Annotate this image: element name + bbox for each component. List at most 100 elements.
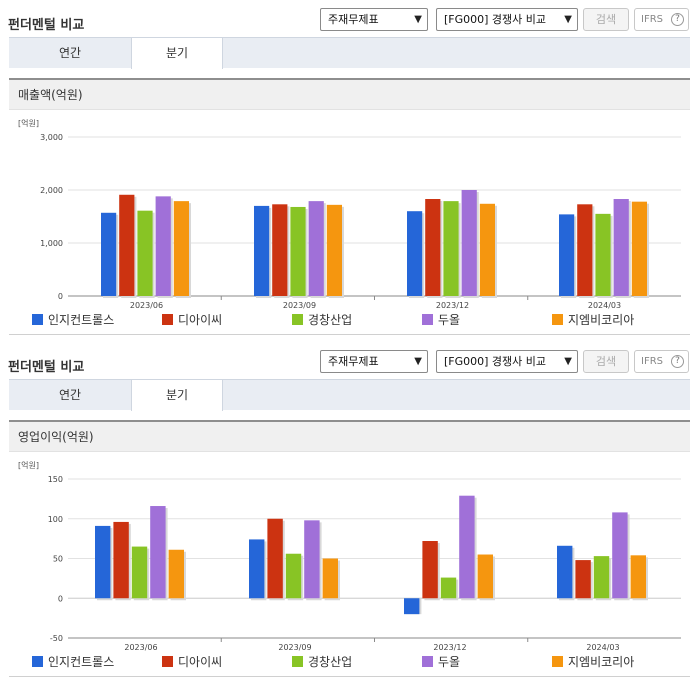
- legend-label: 인지컨트롤스: [48, 655, 115, 669]
- period-tabs: 연간 분기: [9, 37, 690, 69]
- y-tick-label: 50: [53, 555, 63, 564]
- y-tick-label: 100: [48, 515, 63, 524]
- y-tick-label: 0: [58, 292, 63, 301]
- bar[interactable]: [150, 506, 166, 599]
- bar[interactable]: [459, 495, 475, 599]
- tab-annual[interactable]: 연간: [58, 388, 82, 402]
- bar[interactable]: [113, 521, 129, 599]
- bar[interactable]: [422, 541, 438, 599]
- x-tick-label: 2023/09: [278, 643, 311, 652]
- legend-swatch: [422, 314, 433, 325]
- bar[interactable]: [575, 560, 591, 599]
- bar[interactable]: [168, 549, 184, 599]
- bar[interactable]: [577, 204, 593, 296]
- bar[interactable]: [595, 213, 611, 296]
- legend-swatch: [32, 656, 43, 667]
- bar[interactable]: [425, 199, 441, 296]
- bar[interactable]: [593, 556, 610, 599]
- y-tick-label: 3,000: [40, 133, 63, 142]
- peer-select[interactable]: [FG000] 경쟁사 비교 ▼: [436, 8, 578, 31]
- bar[interactable]: [173, 201, 189, 296]
- bar[interactable]: [461, 190, 477, 296]
- peer-select[interactable]: [FG000] 경쟁사 비교 ▼: [436, 350, 578, 373]
- chevron-down-icon: ▼: [564, 356, 572, 367]
- bar[interactable]: [443, 201, 459, 296]
- divider: [9, 334, 690, 335]
- bar[interactable]: [101, 212, 117, 296]
- ifrs-label: IFRS: [641, 356, 663, 367]
- unit-label: [억원]: [18, 461, 39, 470]
- legend-swatch: [422, 656, 433, 667]
- bar[interactable]: [119, 194, 135, 296]
- statement-select-value: 주재무제표: [328, 355, 379, 368]
- bar[interactable]: [304, 520, 320, 599]
- bar[interactable]: [254, 205, 270, 296]
- y-tick-label: 2,000: [40, 186, 63, 195]
- bar[interactable]: [559, 214, 575, 296]
- bar[interactable]: [249, 539, 265, 599]
- chevron-down-icon: ▼: [414, 356, 422, 367]
- legend-label: 지엠비코리아: [568, 655, 635, 669]
- statement-select-value: 주재무제표: [328, 13, 379, 26]
- bar[interactable]: [613, 199, 629, 296]
- tab-quarterly[interactable]: 분기: [131, 38, 223, 69]
- statement-select[interactable]: 주재무제표 ▼: [320, 8, 428, 31]
- chart-legend: 인지컨트롤스 디아이씨 경창산업 두올 지엠비코리아: [0, 653, 696, 671]
- bar[interactable]: [612, 512, 628, 599]
- unit-label: [억원]: [18, 119, 39, 128]
- x-tick-label: 2023/09: [283, 301, 316, 310]
- x-tick-label: 2024/03: [588, 301, 621, 310]
- y-tick-label: 0: [58, 594, 63, 603]
- bar[interactable]: [267, 518, 283, 599]
- bar[interactable]: [155, 196, 171, 296]
- ifrs-button[interactable]: IFRS ?: [634, 8, 689, 31]
- revenue-bar-chart: 0 1,000 2,000 3,000 2023/06 2023/09 2023/12 202…: [40, 133, 681, 310]
- bar[interactable]: [326, 204, 342, 296]
- chevron-down-icon: ▼: [414, 14, 422, 25]
- tab-quarterly[interactable]: 분기: [131, 380, 223, 411]
- search-button[interactable]: 검색: [583, 8, 629, 31]
- fundamental-panel-operating-profit: 펀더멘털 비교 주재무제표 ▼ [FG000] 경쟁사 비교 ▼ 검색 IFRS…: [0, 342, 696, 684]
- tab-annual[interactable]: 연간: [58, 46, 82, 60]
- legend-label: 디아이씨: [178, 655, 223, 669]
- bar[interactable]: [557, 545, 573, 599]
- bar[interactable]: [308, 201, 324, 296]
- panel-header: 펀더멘털 비교 주재무제표 ▼ [FG000] 경쟁사 비교 ▼ 검색 IFRS…: [0, 0, 696, 36]
- x-tick-label: 2023/12: [436, 301, 469, 310]
- help-icon[interactable]: ?: [671, 355, 684, 368]
- ifrs-button[interactable]: IFRS ?: [634, 350, 689, 373]
- bar[interactable]: [95, 525, 111, 599]
- legend-swatch: [162, 314, 173, 325]
- x-tick-label: 2023/06: [124, 643, 157, 652]
- x-tick-label: 2023/12: [433, 643, 466, 652]
- bar[interactable]: [272, 204, 288, 296]
- x-tick-label: 2024/03: [586, 643, 619, 652]
- peer-select-value: [FG000] 경쟁사 비교: [444, 13, 547, 26]
- operating-profit-bar-chart: -50 0 50 100 150 2023/06 2023/09 2023/12 2024/03: [48, 475, 681, 652]
- help-icon[interactable]: ?: [671, 13, 684, 26]
- legend-label: 지엠비코리아: [568, 313, 635, 327]
- bar[interactable]: [404, 598, 420, 615]
- bar[interactable]: [285, 553, 302, 599]
- bar[interactable]: [131, 546, 148, 599]
- legend-label: 경창산업: [308, 313, 353, 327]
- bar[interactable]: [137, 210, 153, 296]
- bar[interactable]: [322, 558, 338, 599]
- bar[interactable]: [477, 554, 493, 599]
- panel-title: 펀더멘털 비교: [8, 360, 85, 375]
- bar[interactable]: [630, 555, 646, 599]
- bar[interactable]: [290, 206, 306, 296]
- search-button[interactable]: 검색: [583, 350, 629, 373]
- bar[interactable]: [440, 577, 457, 599]
- ifrs-label: IFRS: [641, 14, 663, 25]
- bar[interactable]: [407, 211, 423, 296]
- legend-swatch: [292, 314, 303, 325]
- legend-label: 두올: [438, 655, 461, 669]
- legend-swatch: [162, 656, 173, 667]
- legend-label: 인지컨트롤스: [48, 313, 115, 327]
- peer-select-value: [FG000] 경쟁사 비교: [444, 355, 547, 368]
- bar[interactable]: [631, 201, 647, 296]
- statement-select[interactable]: 주재무제표 ▼: [320, 350, 428, 373]
- bar[interactable]: [479, 203, 495, 296]
- y-tick-label: 1,000: [40, 239, 63, 248]
